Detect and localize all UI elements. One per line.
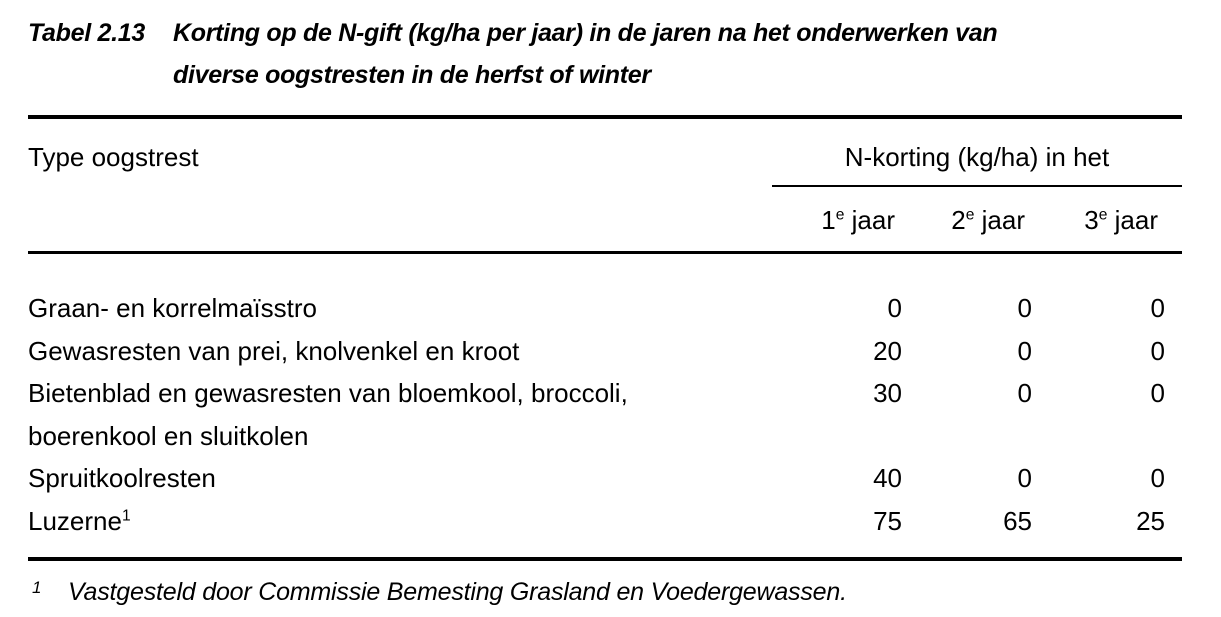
subheader-year1: 1e jaar [772, 204, 902, 236]
row-label-line2: boerenkool en sluitkolen [28, 420, 309, 451]
bottom-rule [28, 557, 1182, 561]
table-header: Type oogstrest N-korting (kg/ha) in het … [28, 119, 1182, 251]
column-header-type-oogstrest: Type oogstrest [28, 141, 199, 172]
year2-word: jaar [981, 204, 1025, 235]
row-label: Gewasresten van prei, knolvenkel en kroo… [28, 335, 520, 366]
table-caption: Tabel 2.13 Korting op de N-gift (kg/ha p… [28, 6, 1182, 96]
value-year2: 0 [1017, 463, 1032, 493]
year3-num: 3 [1084, 204, 1099, 235]
table-row-bietenblad: Bietenblad en gewasresten van bloemkool,… [28, 372, 1182, 457]
subheader-year2: 2e jaar [902, 204, 1032, 236]
value-year1: 0 [887, 293, 902, 323]
value-year3: 0 [1150, 463, 1165, 493]
table-title-line1: Korting op de N-gift (kg/ha per jaar) in… [173, 19, 998, 47]
value-year3: 25 [1136, 505, 1165, 536]
value-year2: 0 [1017, 335, 1032, 366]
row-label-text: Luzerne [28, 505, 122, 536]
year2-sup: e [965, 205, 975, 223]
row-label: Graan- en korrelmaïsstro [28, 293, 317, 323]
year3-word: jaar [1114, 204, 1158, 235]
value-year3: 0 [1150, 378, 1165, 408]
value-year2: 0 [1017, 378, 1032, 408]
year2-num: 2 [951, 204, 966, 235]
footnote-text: Vastgesteld door Commissie Bemesting Gra… [68, 577, 847, 606]
value-year1: 75 [873, 505, 902, 536]
footnote-reference: 1 [121, 506, 131, 524]
table-row-luzerne: Luzerne1 75 65 25 [28, 500, 1182, 543]
value-year3: 0 [1150, 293, 1165, 323]
column-group-nkorting: N-korting (kg/ha) in het 1e jaar 2e jaar… [772, 141, 1182, 251]
row-label: Spruitkoolresten [28, 463, 216, 493]
table-row-graan: Graan- en korrelmaïsstro 0 0 0 [28, 287, 1182, 330]
table-row-gewasresten-prei: Gewasresten van prei, knolvenkel en kroo… [28, 330, 1182, 373]
row-label-line1: Bietenblad en gewasresten van bloemkool,… [28, 378, 628, 408]
row-label: Bietenblad en gewasresten van bloemkool,… [28, 372, 772, 457]
year1-sup: e [835, 205, 845, 223]
value-year1: 30 [873, 378, 902, 408]
year-subheaders: 1e jaar 2e jaar 3e jaar [772, 187, 1182, 251]
table-title: Korting op de N-gift (kg/ha per jaar) in… [173, 12, 1182, 96]
value-year2: 0 [1017, 293, 1032, 323]
column-group-title: N-korting (kg/ha) in het [772, 141, 1182, 187]
subheader-year3: 3e jaar [1032, 204, 1182, 236]
header-rule [28, 250, 1182, 254]
footnote-marker: 1 [32, 577, 42, 597]
value-year1: 40 [873, 463, 902, 493]
year3-sup: e [1098, 205, 1108, 223]
table-title-line2: diverse oogstresten in de herfst of wint… [173, 61, 651, 89]
table-number: Tabel 2.13 [28, 19, 145, 47]
table-body: Graan- en korrelmaïsstro 0 0 0 Gewasrest… [28, 254, 1182, 557]
row-label: Luzerne1 [28, 500, 772, 543]
table-row-spruitkool: Spruitkoolresten 40 0 0 [28, 457, 1182, 500]
value-year1: 20 [873, 335, 902, 366]
value-year2: 65 [1003, 505, 1032, 536]
top-rule [28, 115, 1182, 119]
value-year3: 0 [1150, 335, 1165, 366]
footnote: 1 Vastgesteld door Commissie Bemesting G… [28, 561, 1182, 611]
year1-num: 1 [821, 204, 836, 235]
year1-word: jaar [851, 204, 895, 235]
